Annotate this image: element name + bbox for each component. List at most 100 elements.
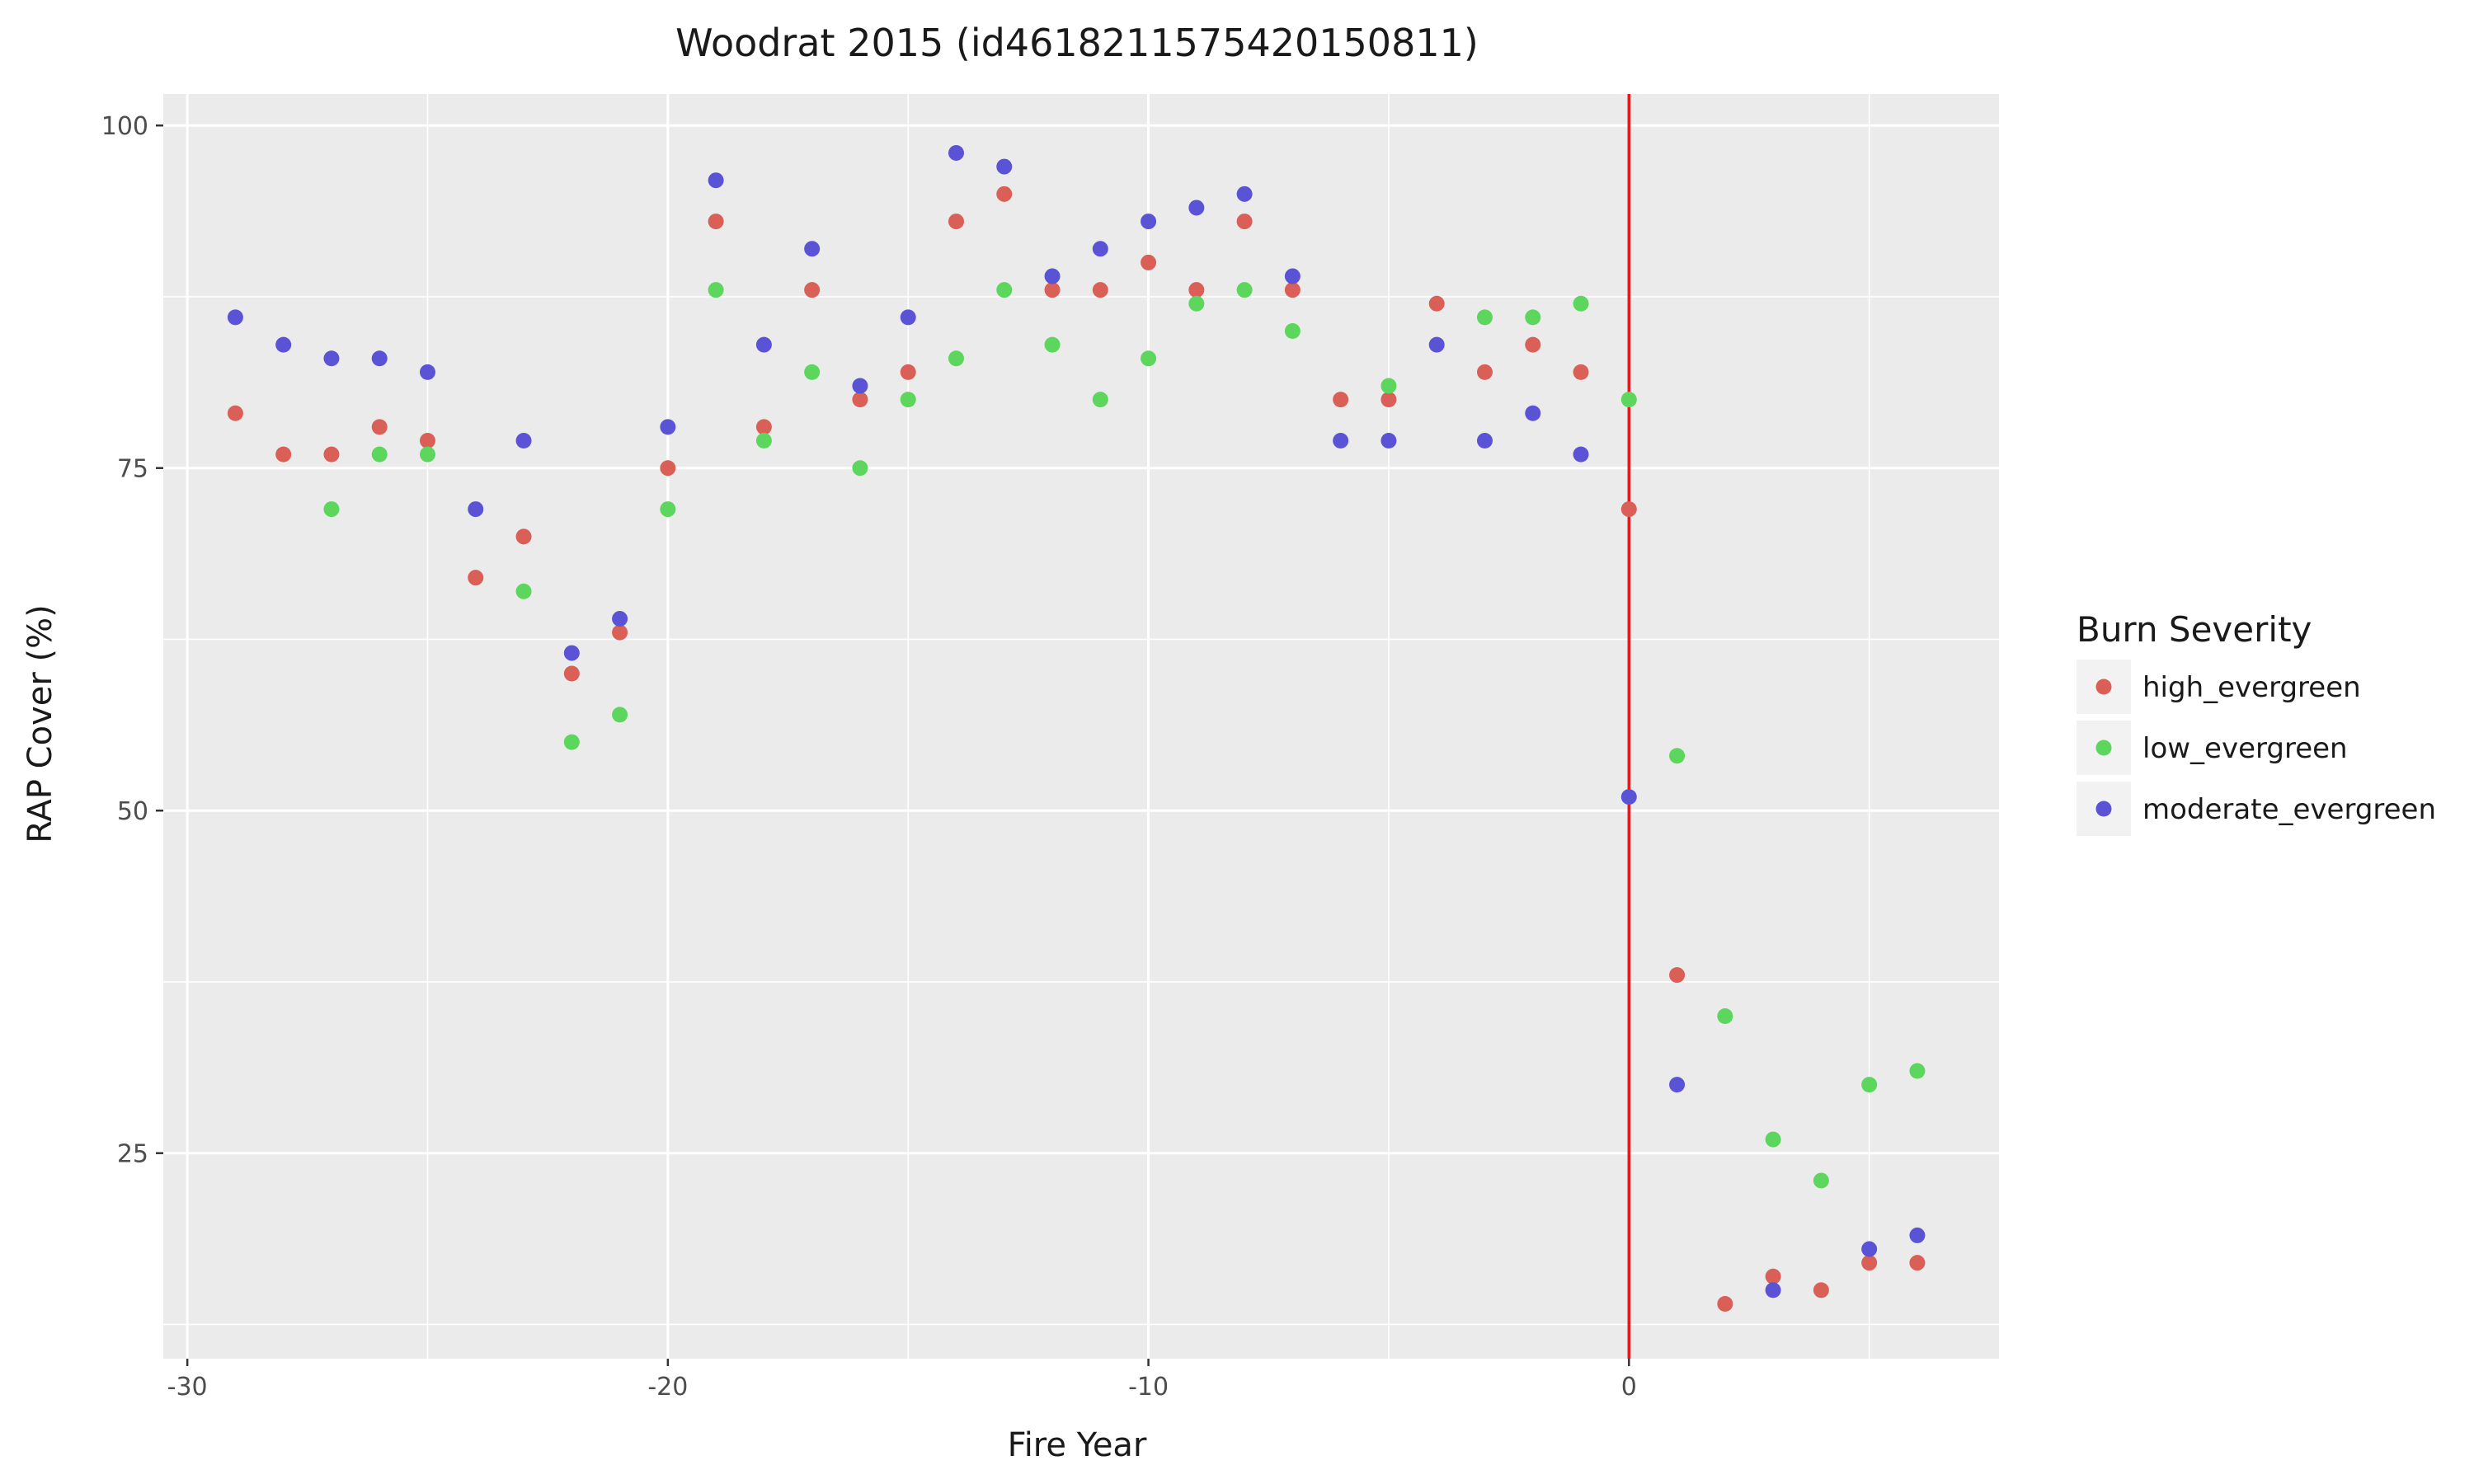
data-point [1765,1282,1781,1298]
data-point [1909,1063,1926,1079]
data-point [612,611,628,627]
data-point [1669,1077,1686,1093]
data-point [1236,186,1253,202]
data-point [1428,295,1445,312]
data-point [1669,967,1686,984]
data-point [948,350,964,367]
data-point [371,446,388,463]
data-point [852,460,868,477]
data-point [708,172,724,189]
data-point [1333,392,1349,408]
data-point [755,419,772,435]
data-point [419,446,435,463]
data-point [515,528,532,545]
data-point [1044,268,1061,284]
data-point [419,364,435,380]
data-point [996,186,1013,202]
x-tick-label: -10 [1128,1373,1169,1402]
data-point [1813,1172,1829,1189]
x-tick-label: -20 [647,1373,688,1402]
data-points [227,144,1926,1313]
data-point [1141,254,1157,270]
data-point [275,336,292,353]
data-point [1861,1077,1878,1093]
y-tick-label: 75 [117,455,148,484]
plot-panel [163,94,1999,1359]
data-point [852,392,868,408]
data-point [563,734,580,750]
data-point [1476,432,1493,448]
legend-label: moderate_evergreen [2142,793,2436,826]
data-point [1044,336,1061,353]
data-point [660,501,676,518]
data-point [371,350,388,367]
data-point [1669,748,1686,764]
data-point [1909,1255,1926,1271]
data-point [227,405,243,421]
y-tick-label: 100 [101,112,148,141]
data-point [515,432,532,448]
legend-key [2095,740,2112,756]
data-point [1909,1227,1926,1243]
y-tick-label: 50 [117,797,148,826]
data-point [1188,282,1205,298]
legend-title: Burn Severity [2077,609,2312,650]
data-point [660,460,676,477]
data-point [515,583,532,599]
data-point [1188,200,1205,216]
data-point [852,378,868,394]
data-point [1333,432,1349,448]
data-point [563,645,580,661]
data-point [1476,309,1493,326]
legend: Burn Severity high_evergreen low_evergree… [2077,609,2436,836]
series-high_evergreen [227,186,1926,1313]
legend-label: low_evergreen [2142,732,2348,765]
data-point [323,501,340,518]
data-point [948,214,964,230]
data-point [468,570,484,586]
data-point [1476,364,1493,380]
data-point [1044,282,1061,298]
data-point [563,665,580,682]
data-point [1525,336,1541,353]
data-point [708,214,724,230]
data-point [1861,1241,1878,1257]
data-point [900,309,916,326]
data-point [1717,1296,1733,1313]
data-point [1236,282,1253,298]
data-point [612,707,628,723]
data-point [996,282,1013,298]
data-point [996,158,1013,175]
data-point [1525,309,1541,326]
series-low_evergreen [323,282,1926,1189]
data-point [1284,268,1300,284]
data-point [1141,214,1157,230]
data-point [1813,1282,1829,1298]
legend-key [2095,679,2112,695]
series-moderate_evergreen [227,144,1926,1298]
data-point [1092,282,1108,298]
data-point [1861,1255,1878,1271]
data-point [1573,446,1589,463]
y-tick-label: 25 [117,1140,148,1169]
data-point [1765,1268,1781,1284]
data-point [755,336,772,353]
data-point [1428,336,1445,353]
data-point [804,364,821,380]
data-point [1092,241,1108,257]
x-tick-label: -30 [167,1373,208,1402]
data-point [1284,323,1300,340]
data-point [323,446,340,463]
x-axis-title: Fire Year [1008,1426,1147,1464]
legend-key [2095,801,2112,817]
data-point [1525,405,1541,421]
chart-title: Woodrat 2015 (id461821157542015081​1) [675,21,1479,65]
data-point [755,432,772,448]
data-point [708,282,724,298]
data-point [1573,364,1589,380]
data-point [1141,350,1157,367]
data-point [804,241,821,257]
data-point [1380,378,1397,394]
data-point [275,446,292,463]
